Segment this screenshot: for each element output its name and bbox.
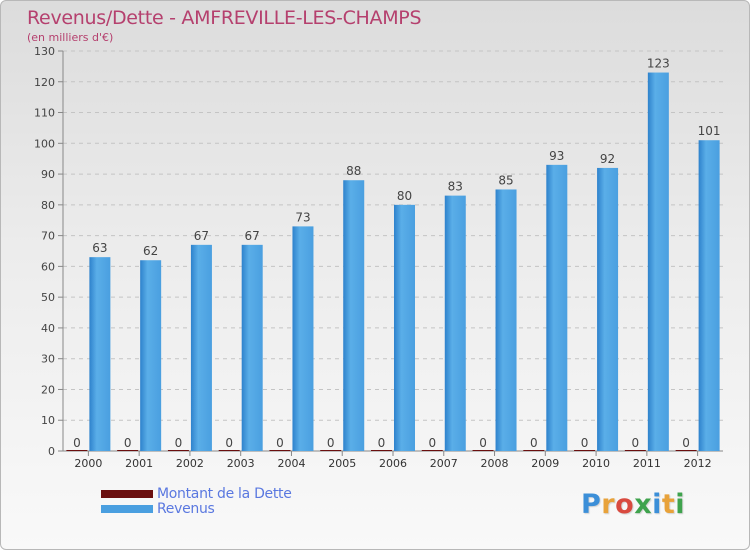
bar-dette <box>472 450 494 451</box>
data-label-revenus: 92 <box>600 152 615 166</box>
y-tick-label: 40 <box>41 322 55 335</box>
data-label-revenus: 88 <box>346 164 361 178</box>
bar-revenus <box>698 140 720 451</box>
bar-revenus <box>343 180 365 451</box>
data-label-dette: 0 <box>175 436 183 450</box>
x-tick-label: 2011 <box>633 457 661 470</box>
data-label-dette: 0 <box>225 436 233 450</box>
data-label-dette: 0 <box>124 436 132 450</box>
y-tick-label: 10 <box>41 414 55 427</box>
data-label-dette: 0 <box>276 436 284 450</box>
legend-swatch-dette <box>101 490 153 498</box>
x-tick-label: 2003 <box>227 457 255 470</box>
bar-revenus <box>292 226 314 451</box>
y-tick-label: 0 <box>48 445 55 458</box>
y-tick-label: 20 <box>41 383 55 396</box>
y-tick-label: 30 <box>41 353 55 366</box>
bar-dette <box>320 450 342 451</box>
proxiti-logo: Proxiti <box>581 489 686 520</box>
data-label-revenus: 85 <box>498 173 513 187</box>
gridlines <box>63 50 723 421</box>
y-tick-label: 50 <box>41 291 55 304</box>
bar-dette <box>523 450 545 451</box>
bar-dette <box>66 450 88 451</box>
x-tick-label: 2004 <box>277 457 305 470</box>
x-tick-label: 2005 <box>328 457 356 470</box>
bar-revenus <box>190 244 212 451</box>
legend-label-dette: Montant de la Dette <box>157 486 292 502</box>
bar-dette <box>269 450 291 451</box>
y-tick-label: 120 <box>34 76 55 89</box>
data-label-dette: 0 <box>327 436 335 450</box>
x-tick-label: 2009 <box>531 457 559 470</box>
data-label-revenus: 80 <box>397 189 412 203</box>
data-label-revenus: 93 <box>549 149 564 163</box>
bar-dette <box>624 450 646 451</box>
y-tick-label: 90 <box>41 168 55 181</box>
data-label-revenus: 67 <box>194 229 209 243</box>
y-tick-label: 70 <box>41 230 55 243</box>
x-tick-label: 2010 <box>582 457 610 470</box>
y-tick-label: 130 <box>34 45 55 58</box>
data-label-revenus: 63 <box>92 241 107 255</box>
y-tick-label: 60 <box>41 260 55 273</box>
bar-revenus <box>546 164 568 451</box>
bar-dette <box>117 450 139 451</box>
data-label-revenus: 67 <box>245 229 260 243</box>
data-label-revenus: 101 <box>698 124 721 138</box>
data-label-revenus: 62 <box>143 244 158 258</box>
bar-dette <box>167 450 189 451</box>
data-label-dette: 0 <box>428 436 436 450</box>
x-tick-label: 2006 <box>379 457 407 470</box>
bar-dette <box>371 450 392 451</box>
axes: 0 10 20 30 40 50 60 70 80 90 100 110 120 130 2000 2001 2… <box>34 45 723 470</box>
legend-label-revenus: Revenus <box>157 501 215 517</box>
data-label-dette: 0 <box>378 436 386 450</box>
y-tick-label: 110 <box>34 107 55 120</box>
data-label-dette: 0 <box>479 436 487 450</box>
data-label-dette: 0 <box>530 436 538 450</box>
data-label-revenus: 123 <box>647 57 670 71</box>
bar-revenus <box>140 260 162 451</box>
x-tick-label: 2001 <box>125 457 153 470</box>
y-tick-label: 100 <box>34 137 55 150</box>
bar-revenus <box>394 204 415 451</box>
data-label-dette: 0 <box>73 436 81 450</box>
chart-title: Revenus/Dette - AMFREVILLE-LES-CHAMPS <box>27 7 422 29</box>
data-label-dette: 0 <box>632 436 640 450</box>
x-tick-label: 2008 <box>481 457 509 470</box>
bar-dette <box>218 450 240 451</box>
data-labels: 0 63 0 62 0 67 0 67 0 73 0 88 0 80 0 83 0 85 0 93 0 92 0 123 0 10… <box>73 57 721 450</box>
bar-revenus <box>597 167 619 451</box>
chart-subtitle: (en milliers d'€) <box>27 31 114 44</box>
bars <box>66 72 720 452</box>
bar-revenus <box>495 189 517 451</box>
x-tick-label: 2000 <box>74 457 102 470</box>
bar-revenus <box>89 257 111 451</box>
x-tick-label: 2007 <box>430 457 458 470</box>
data-label-revenus: 83 <box>448 180 463 194</box>
x-tick-label: 2012 <box>684 457 712 470</box>
bar-revenus <box>647 72 669 452</box>
x-tick-label: 2002 <box>176 457 204 470</box>
bar-dette <box>574 450 596 451</box>
legend-swatch-revenus <box>101 505 153 513</box>
bar-dette <box>675 450 697 451</box>
bar-revenus <box>444 195 466 451</box>
bar-dette <box>421 450 443 451</box>
data-label-dette: 0 <box>581 436 589 450</box>
data-label-dette: 0 <box>682 436 690 450</box>
y-tick-label: 80 <box>41 199 55 212</box>
bar-revenus <box>241 244 263 451</box>
data-label-revenus: 73 <box>295 210 310 224</box>
